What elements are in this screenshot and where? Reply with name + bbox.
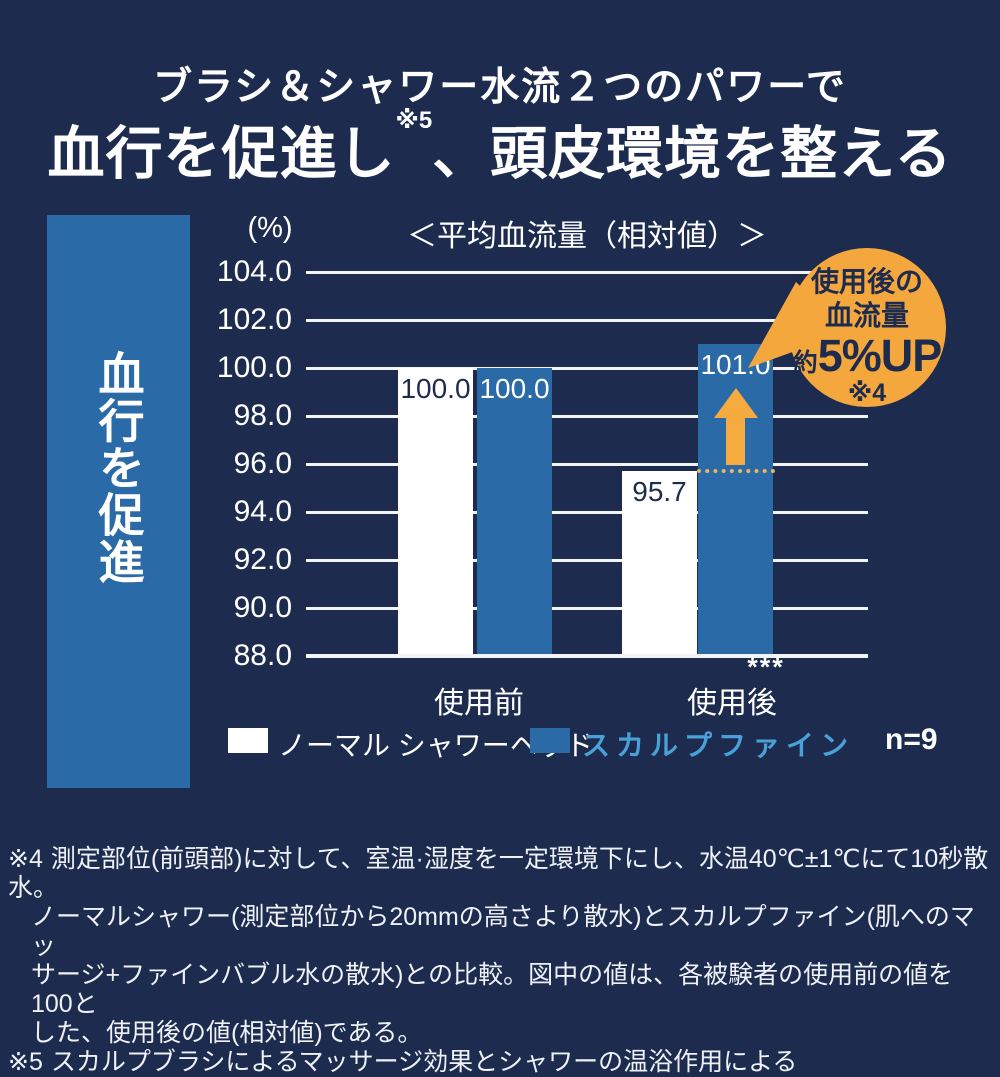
footnote5-marker: ※5 [8,1048,43,1076]
gridline-102.0 [306,319,868,322]
y-tick-label-90.0: 90.0 [233,591,292,624]
increase-arrow-icon [713,388,758,466]
before-level-dotted-line [697,469,775,474]
y-tick-label-100.0: 100.0 [216,351,292,384]
y-axis-unit-label: (%) [247,212,293,244]
x-axis-baseline [306,654,868,658]
headline-line1: ブラシ＆シャワー水流２つのパワーで [153,66,847,109]
category-label-使用後: 使用後 [687,687,777,720]
gridline-94.0 [306,511,868,514]
y-tick-label-88.0: 88.0 [233,639,292,672]
legend-label-scalp-fine: スカルプファイン [582,730,855,761]
category-label-使用前: 使用前 [434,687,524,720]
bar-使用前-スカルプファイン: 100.0 [477,368,552,658]
bubble-line1: 使用後の [810,266,923,297]
headline-line2-post: 、頭皮環境を整える [432,122,953,186]
gridline-104.0 [306,271,868,274]
bubble-note-ref: ※4 [847,379,887,408]
footnote5-text: スカルプブラシによるマッサージ効果とシャワーの温浴作用による [50,1048,798,1076]
headline-line2-pre: 血行を促進し [47,122,396,186]
bar-使用後-ノーマル シャワーヘッド: 95.7 [622,471,697,658]
legend-swatch-normal-showerhead [228,728,268,753]
footnote4-line1: ※4 測定部位(前頭部)に対して、室温·湿度を一定環境下にし、水温40℃±1℃にて… [8,845,992,903]
y-tick-label-98.0: 98.0 [233,399,292,432]
headline-line2: 血行を促進し※5、頭皮環境を整える [0,107,1000,190]
gridline-98.0 [306,415,868,418]
sidebar-vertical-label: 血行を促進 [92,350,145,585]
y-tick-label-92.0: 92.0 [233,543,292,576]
bar-使用前-ノーマル シャワーヘッド: 100.0 [398,368,473,658]
gridline-100.0 [306,367,868,370]
footnote4-line2: ノーマルシャワー(測定部位から20mmの高さより散水)とスカルプファイン(肌への… [31,903,975,960]
arrow-head [713,388,758,418]
bubble-emphasis-value: 5%UP [817,330,943,382]
bar-value-label: 95.7 [632,476,687,508]
bubble-line2: 血流量 [824,299,909,331]
callout-bubble: 使用後の 血流量 約5%UP ※4 [788,248,946,407]
significance-asterisks: *** [747,652,785,682]
y-tick-label-96.0: 96.0 [233,447,292,480]
footnotes: ※4 測定部位(前頭部)に対して、室温·湿度を一定環境下にし、水温40℃±1℃にて… [8,845,992,1077]
gridline-96.0 [306,463,868,466]
arrow-shaft [726,418,745,466]
bubble-emphasis-prefix: 約 [792,349,818,378]
bubble-emphasis-row: 約5%UP [788,333,946,378]
legend-swatch-scalp-fine [530,728,570,753]
bar-value-label: 100.0 [479,373,550,404]
y-tick-label-102.0: 102.0 [216,303,292,336]
footnote4-marker: ※4 [8,845,43,873]
sidebar-banner: 血行を促進 [47,215,190,788]
headline-note-ref: ※5 [395,107,433,134]
gridline-92.0 [306,559,868,562]
sample-size-label: n=9 [885,723,938,756]
gridline-90.0 [306,607,868,610]
bar-value-label: 100.0 [400,373,471,404]
footnote4-text1: 測定部位(前頭部)に対して、室温·湿度を一定環境下にし、水温40℃±1℃にて10… [8,845,989,902]
footnote4-line3: サージ+ファインバブル水の散水)との比較。図中の値は、各被験者の使用前の値を10… [31,961,954,1018]
chart-title: ＜平均血流量（相対値）＞ [407,220,767,253]
footnote4-line4: した、使用後の値(相対値)である。 [31,1019,423,1047]
footnote5-line: ※5 スカルプブラシによるマッサージ効果とシャワーの温浴作用による [8,1048,992,1077]
y-tick-label-104.0: 104.0 [216,255,292,288]
y-tick-label-94.0: 94.0 [233,495,292,528]
